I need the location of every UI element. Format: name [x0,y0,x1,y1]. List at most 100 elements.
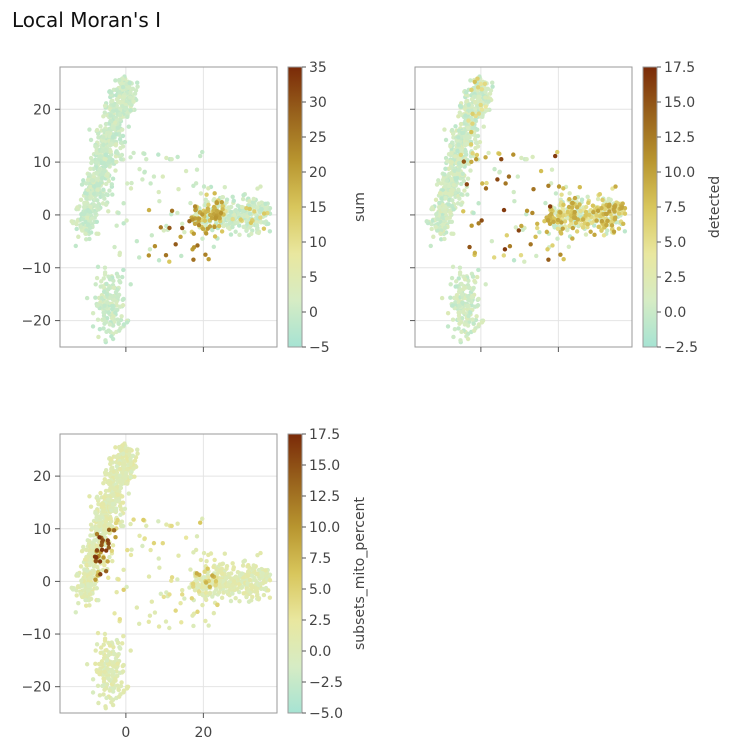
scatter-point [118,683,124,689]
scatter-point [605,218,610,223]
scatter-point [233,208,239,213]
scatter-point [558,229,563,235]
scatter-point [94,543,99,549]
scatter-point [472,99,478,105]
colorbar-tick-label: 10.0 [664,165,695,181]
scatter-point [471,328,477,333]
scatter-point [87,603,92,608]
scatter-point [570,225,576,231]
scatter-point [248,590,253,595]
scatter-point [95,187,100,193]
scatter-point [196,582,202,588]
scatter-point [114,475,119,480]
scatter-point [194,578,199,583]
scatter-point [234,587,240,592]
scatter-point [456,316,461,322]
scatter-point [103,152,109,158]
y-tick-label: 10 [33,155,51,171]
scatter-point [99,279,104,284]
scatter-point [612,204,617,210]
scatter-point [93,577,98,582]
scatter-point [591,209,596,215]
scatter-point [205,226,210,231]
scatter-point [574,229,580,234]
scatter-point [454,175,460,181]
scatter-point [98,300,103,305]
scatter-point [114,223,119,228]
scatter-point [489,239,495,244]
scatter-point [470,274,476,279]
scatter-point [570,200,575,206]
scatter-point [187,218,192,224]
scatter-point [169,578,174,583]
colorbar-gradient [287,433,303,714]
scatter-point [490,80,495,85]
scatter-point [457,196,462,201]
scatter-point [110,294,115,299]
scatter-point [444,178,450,183]
scatter-point [457,321,462,326]
scatter-point [622,211,628,216]
scatter-point [98,572,103,577]
scatter-point [439,295,445,301]
scatter-point [472,250,478,256]
scatter-point [107,277,113,282]
scatter-point [254,219,260,225]
scatter-point [111,651,117,657]
scatter-point [110,134,116,140]
scatter-point [102,156,107,161]
scatter-point [561,186,566,191]
scatter-point [443,195,448,201]
colorbar-tick-label: 17.5 [309,427,340,443]
scatter-point [131,99,136,104]
scatter-point [594,212,599,218]
scatter-point [106,575,111,580]
scatter-point [255,571,260,577]
scatter-point [101,310,106,315]
scatter-point [180,588,185,593]
colorbar-tick-label: 15.0 [309,458,340,474]
scatter-point [98,490,103,496]
scatter-point [117,99,123,105]
scatter-point [245,214,250,219]
scatter-point [206,257,211,262]
scatter-point [580,217,586,222]
scatter-point [104,291,110,297]
scatter-point [216,223,222,229]
scatter-point [102,523,107,528]
scatter-point [156,519,161,524]
scatter-point [439,181,444,186]
scatter-point [240,196,246,202]
scatter-point [440,222,446,227]
scatter-point [519,155,524,161]
scatter-point [434,212,439,217]
scatter-point [236,582,242,587]
scatter-point [117,278,122,284]
scatter-point [158,591,164,596]
scatter-point [88,204,93,209]
scatter-point [117,461,122,466]
scatter-point [457,156,462,161]
scatter-point [136,255,142,260]
scatter-point [122,139,128,145]
scatter-point [76,234,81,239]
scatter-point [560,226,565,231]
scatter-point [566,204,572,210]
scatter-point [85,215,91,221]
scatter-point [256,230,261,236]
scatter-point [102,477,107,482]
scatter-point [453,154,458,159]
scatter-point [220,203,226,209]
scatter-point [524,157,529,162]
scatter-point [456,326,461,331]
scatter-point [616,226,622,231]
y-tick-label: −10 [21,261,51,277]
scatter-point [559,220,564,225]
scatter-point [101,555,106,560]
scatter-point [256,597,261,602]
scatter-point [605,228,610,233]
scatter-point [97,559,103,564]
scatter-point [123,473,128,478]
scatter-point [164,155,169,161]
scatter-point [204,192,209,197]
